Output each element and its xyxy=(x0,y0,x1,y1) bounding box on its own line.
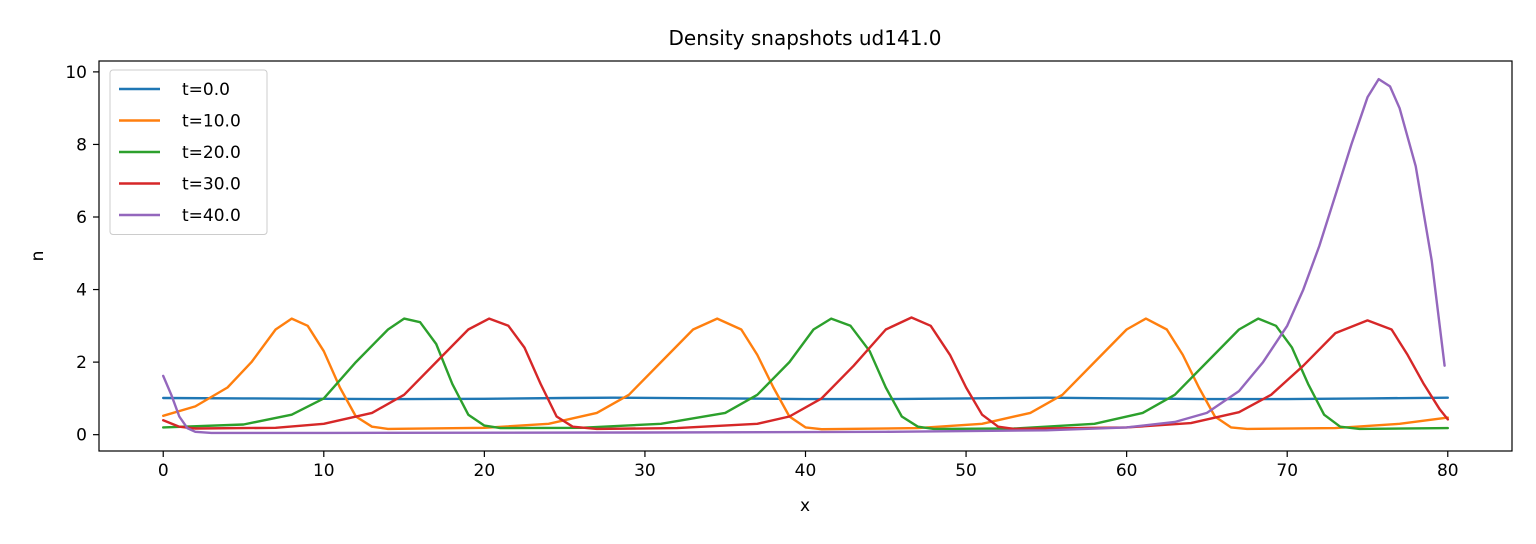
x-tick-label-6: 60 xyxy=(1116,461,1138,481)
y-axis: 0 2 4 6 8 10 xyxy=(65,63,99,446)
y-tick-label-1: 2 xyxy=(76,353,87,373)
x-tick-label-2: 20 xyxy=(474,461,496,481)
y-tick-label-2: 4 xyxy=(76,281,87,301)
plot-frame xyxy=(98,60,1513,452)
x-tick-label-7: 70 xyxy=(1276,461,1298,481)
x-axis: 0 10 20 30 40 50 60 70 80 xyxy=(158,451,1459,481)
x-tick-label-3: 30 xyxy=(634,461,656,481)
legend-box xyxy=(109,69,268,235)
legend-label-4: t=40.0 xyxy=(182,206,241,226)
legend-label-0: t=0.0 xyxy=(182,80,230,100)
legend: t=0.0 t=10.0 t=20.0 t=30.0 t=40.0 xyxy=(109,69,268,235)
y-tick-label-0: 0 xyxy=(76,426,87,446)
legend-label-2: t=20.0 xyxy=(182,143,241,163)
series-line-4 xyxy=(162,77,1446,435)
series-line-3 xyxy=(162,316,1449,431)
x-axis-label: x xyxy=(800,496,810,516)
y-tick-label-3: 6 xyxy=(76,208,87,228)
plot-lines xyxy=(162,77,1449,435)
legend-label-1: t=10.0 xyxy=(182,112,241,132)
y-axis-label: n xyxy=(28,251,48,262)
chart-title: Density snapshots ud141.0 xyxy=(668,26,941,50)
x-tick-label-5: 50 xyxy=(955,461,977,481)
legend-label-3: t=30.0 xyxy=(182,175,241,195)
series-line-2 xyxy=(162,317,1449,431)
x-tick-label-4: 40 xyxy=(795,461,817,481)
series-line-0 xyxy=(162,396,1449,401)
x-tick-label-8: 80 xyxy=(1437,461,1459,481)
x-tick-label-1: 10 xyxy=(313,461,335,481)
y-tick-label-5: 10 xyxy=(65,63,87,83)
x-tick-label-0: 0 xyxy=(158,461,169,481)
series-line-1 xyxy=(162,317,1449,431)
y-tick-label-4: 8 xyxy=(76,135,87,155)
